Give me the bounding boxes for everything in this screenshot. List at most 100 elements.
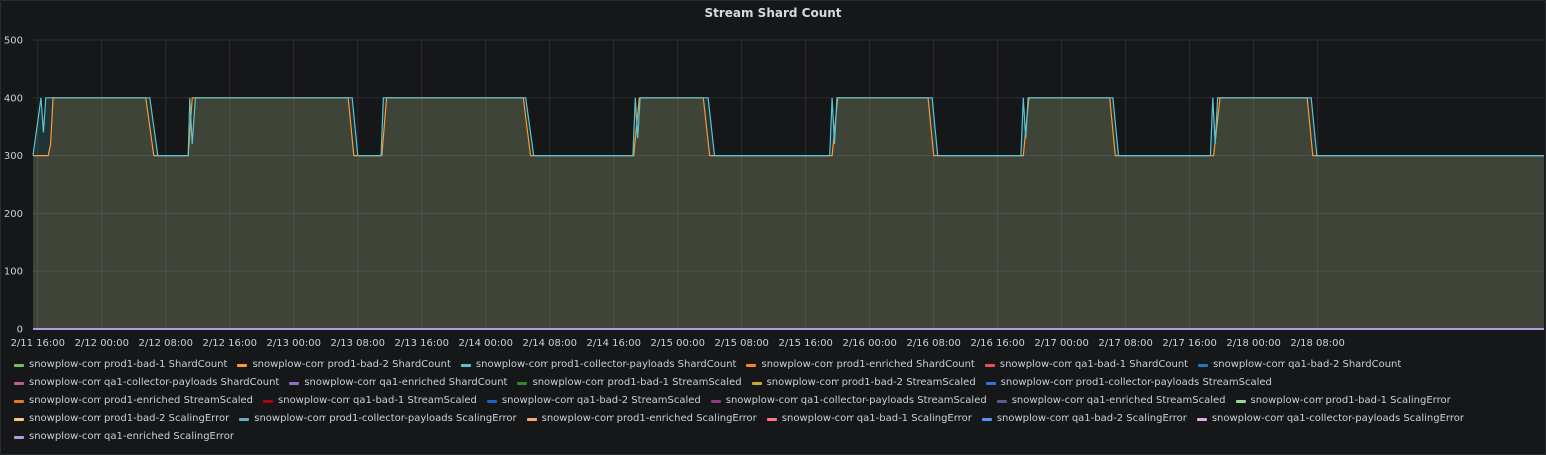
legend-label: prod1-collector-payloads ScalingError <box>329 413 517 424</box>
legend-item[interactable]: snowplow-com qa1-bad-2 ShardCount <box>1198 356 1401 374</box>
legend-prefix: snowplow-com <box>254 413 327 424</box>
x-tick-label: 2/17 16:00 <box>1162 338 1216 349</box>
legend-swatch <box>14 363 24 367</box>
legend-item[interactable]: snowplow-com-qa1-bad-1 StreamScaled <box>263 392 477 410</box>
legend-prefix: snowplow-com- <box>1250 395 1323 406</box>
legend-item[interactable]: snowplow-com qa1-enriched ShardCount <box>289 374 507 392</box>
legend-item[interactable]: snowplow-com-prod1-collector-payloads Sh… <box>460 356 737 374</box>
legend-swatch <box>751 381 762 385</box>
legend-swatch <box>14 399 24 403</box>
legend-item[interactable]: snowplow-com-prod1-collector-payloads St… <box>985 374 1272 392</box>
legend-swatch <box>239 417 250 421</box>
y-tick-label: 400 <box>4 93 23 104</box>
x-tick-label: 2/15 00:00 <box>650 338 704 349</box>
legend-prefix: snowplow-com- <box>725 395 798 406</box>
legend-label: prod1-bad-2 ShardCount <box>327 359 451 370</box>
y-axis: 0 100 200 300 400 500 <box>4 36 23 336</box>
legend-prefix: snowplow-com- <box>996 413 1069 424</box>
y-tick-label: 500 <box>4 36 23 47</box>
x-tick-label: 2/17 00:00 <box>1034 338 1088 349</box>
legend-swatch <box>14 435 24 439</box>
legend-swatch <box>517 381 528 385</box>
legend-prefix: snowplow-com- <box>1000 377 1073 388</box>
legend-swatch <box>460 363 471 367</box>
legend-label: qa1-collector-payloads ScalingError <box>1286 413 1464 424</box>
legend-item[interactable]: snowplow-com-qa1-bad-2 ScalingError <box>981 410 1187 428</box>
legend-prefix: snowplow-com <box>29 431 101 442</box>
legend-item[interactable]: snowplow-com-prod1-enriched StreamScaled <box>14 392 253 410</box>
legend-item[interactable]: snowplow-com qa1-enriched StreamScaled <box>996 392 1226 410</box>
legend-label: prod1-bad-2 ScalingError <box>104 413 230 424</box>
x-tick-label: 2/15 08:00 <box>714 338 768 349</box>
legend-prefix: snowplow-com <box>1011 395 1084 406</box>
legend-label: qa1-bad-2 ShardCount <box>1288 359 1402 370</box>
x-tick-label: 2/13 08:00 <box>331 338 385 349</box>
legend-item[interactable]: snowplow-com-prod1-enriched ScalingError <box>526 410 757 428</box>
legend-swatch <box>985 381 996 385</box>
legend-prefix: snowplow-com- <box>501 395 574 406</box>
legend-swatch <box>1196 417 1207 421</box>
x-tick-label: 2/18 08:00 <box>1290 338 1344 349</box>
legend-swatch <box>14 417 24 421</box>
legend-item[interactable]: snowplow-com-qa1-collector-payloads Scal… <box>1196 410 1464 428</box>
legend-swatch <box>1198 363 1209 367</box>
legend-prefix: snowplow-com- <box>29 395 101 406</box>
legend-label: prod1-collector-payloads ShardCount <box>550 359 737 370</box>
legend-label: prod1-bad-1 StreamScaled <box>607 377 742 388</box>
legend-prefix: snowplow-com- <box>761 359 834 370</box>
legend-label: qa1-enriched StreamScaled <box>1086 395 1226 406</box>
legend-label: qa1-bad-2 ScalingError <box>1071 413 1187 424</box>
legend-item[interactable]: snowplow-com qa1-enriched ScalingError <box>14 428 234 446</box>
legend-prefix: snowplow-com <box>29 359 101 370</box>
legend-item[interactable]: snowplow-com-prod1-enriched ShardCount <box>746 356 975 374</box>
legend-item[interactable]: snowplow-com-prod1-bad-1 StreamScaled <box>517 374 742 392</box>
legend-item[interactable]: snowplow-com qa1-bad-1 ShardCount <box>984 356 1188 374</box>
legend-swatch <box>237 363 248 367</box>
legend-prefix: snowplow-com- <box>541 413 614 424</box>
legend-item[interactable]: snowplow-com-qa1-bad-2 StreamScaled <box>486 392 701 410</box>
legend-row: snowplow-com prod1-bad-1 ShardCount snowpl… <box>14 356 1544 374</box>
legend-prefix: snowplow-com <box>1213 359 1286 370</box>
panel-title[interactable]: Stream Shard Count <box>704 6 842 20</box>
legend-item[interactable]: snowplow-com qa1-bad-1 ScalingError <box>766 410 972 428</box>
x-tick-label: 2/18 00:00 <box>1226 338 1280 349</box>
x-tick-label: 2/12 00:00 <box>75 338 129 349</box>
legend-label: qa1-bad-1 StreamScaled <box>353 395 477 406</box>
legend-swatch <box>263 399 274 403</box>
legend-item[interactable]: snowplow-com-prod1-bad-2 ShardCount <box>237 356 451 374</box>
legend-label: qa1-collector-payloads ShardCount <box>104 377 280 388</box>
legend-prefix: snowplow-com <box>999 359 1072 370</box>
x-tick-label: 2/11 16:00 <box>11 338 65 349</box>
legend-prefix: snowplow-com- <box>278 395 351 406</box>
legend-label: prod1-enriched StreamScaled <box>104 395 254 406</box>
legend-swatch <box>1235 399 1246 403</box>
legend-item[interactable]: snowplow-com prod1-bad-1 ShardCount <box>14 356 227 374</box>
legend-label: qa1-collector-payloads StreamScaled <box>800 395 987 406</box>
legend-swatch <box>486 399 497 403</box>
legend-prefix: snowplow-com <box>29 377 101 388</box>
x-tick-label: 2/14 00:00 <box>459 338 513 349</box>
legend-item[interactable]: snowplow-com qa1-collector-payloads Shard… <box>14 374 279 392</box>
y-tick-label: 300 <box>4 151 23 162</box>
legend-item[interactable]: snowplow-com-prod1-bad-1 ScalingError <box>1235 392 1451 410</box>
legend-swatch <box>526 417 537 421</box>
legend-label: prod1-collector-payloads StreamScaled <box>1075 377 1272 388</box>
legend-swatch <box>996 399 1007 403</box>
legend-swatch <box>746 363 757 367</box>
legend-label: prod1-bad-1 ShardCount <box>104 359 228 370</box>
x-tick-label: 2/16 08:00 <box>906 338 960 349</box>
x-tick-label: 2/14 16:00 <box>586 338 640 349</box>
legend-prefix: snowplow-com <box>304 377 377 388</box>
y-tick-label: 200 <box>4 209 23 220</box>
legend-item[interactable]: snowplow-com-prod1-bad-2 StreamScaled <box>751 374 976 392</box>
legend-item[interactable]: snowplow-com prod1-collector-payloads Sca… <box>239 410 517 428</box>
legend-item[interactable]: snowplow-com-qa1-collector-payloads Stre… <box>710 392 987 410</box>
x-tick-label: 2/15 16:00 <box>778 338 832 349</box>
legend-row: snowplow-com qa1-enriched ScalingError <box>14 428 1544 446</box>
legend-label: prod1-enriched ShardCount <box>836 359 975 370</box>
legend-item[interactable]: snowplow-com-prod1-bad-2 ScalingError <box>14 410 229 428</box>
y-tick-label: 0 <box>17 325 23 336</box>
x-tick-label: 2/12 16:00 <box>203 338 257 349</box>
